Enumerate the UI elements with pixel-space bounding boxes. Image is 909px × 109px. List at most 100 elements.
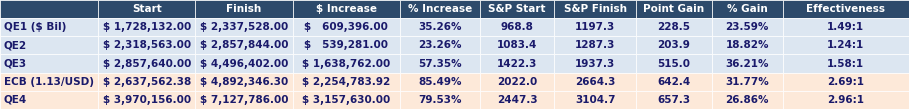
Text: 2664.3: 2664.3	[575, 77, 615, 87]
Bar	[636, 54, 712, 73]
Bar	[98, 54, 195, 73]
Text: S&P Finish: S&P Finish	[564, 4, 627, 14]
Text: ECB (1.13/USD): ECB (1.13/USD)	[4, 77, 94, 87]
Text: 228.5: 228.5	[657, 22, 691, 32]
Text: $   609,396.00: $ 609,396.00	[305, 22, 388, 32]
Text: % Increase: % Increase	[408, 4, 472, 14]
Text: 35.26%: 35.26%	[418, 22, 462, 32]
Bar	[783, 0, 909, 18]
Bar	[480, 18, 554, 36]
Text: $ 2,857,844.00: $ 2,857,844.00	[200, 40, 288, 50]
Text: $ 7,127,786.00: $ 7,127,786.00	[200, 95, 288, 105]
Bar	[195, 0, 293, 18]
Text: 18.82%: 18.82%	[725, 40, 769, 50]
Bar	[480, 0, 554, 18]
Bar	[293, 36, 400, 54]
Bar	[0, 0, 98, 18]
Bar	[98, 91, 195, 109]
Bar	[195, 18, 293, 36]
Bar	[195, 73, 293, 91]
Bar	[783, 18, 909, 36]
Bar	[480, 36, 554, 54]
Text: 1422.3: 1422.3	[497, 59, 537, 69]
Text: $ 3,157,630.00: $ 3,157,630.00	[302, 95, 391, 105]
Text: $ 1,728,132.00: $ 1,728,132.00	[103, 22, 191, 32]
Bar	[400, 18, 480, 36]
Text: % Gain: % Gain	[727, 4, 767, 14]
Text: Point Gain: Point Gain	[644, 4, 704, 14]
Bar	[98, 36, 195, 54]
Text: $ 2,337,528.00: $ 2,337,528.00	[200, 22, 288, 32]
Bar	[0, 73, 98, 91]
Bar	[554, 73, 636, 91]
Text: 23.59%: 23.59%	[725, 22, 769, 32]
Bar	[712, 18, 783, 36]
Text: 3104.7: 3104.7	[575, 95, 615, 105]
Bar	[636, 18, 712, 36]
Text: 31.77%: 31.77%	[725, 77, 769, 87]
Text: 85.49%: 85.49%	[418, 77, 462, 87]
Text: 1.49:1: 1.49:1	[827, 22, 864, 32]
Text: Finish: Finish	[226, 4, 262, 14]
Bar	[554, 0, 636, 18]
Text: $ 1,638,762.00: $ 1,638,762.00	[302, 59, 391, 69]
Text: 2022.0: 2022.0	[497, 77, 537, 87]
Text: 1.24:1: 1.24:1	[827, 40, 864, 50]
Text: $ 2,857,640.00: $ 2,857,640.00	[103, 59, 191, 69]
Text: $ 2,254,783.92: $ 2,254,783.92	[302, 77, 391, 87]
Bar	[195, 54, 293, 73]
Bar	[636, 73, 712, 91]
Bar	[98, 18, 195, 36]
Bar	[783, 54, 909, 73]
Bar	[712, 0, 783, 18]
Bar	[480, 91, 554, 109]
Bar	[712, 54, 783, 73]
Bar	[0, 18, 98, 36]
Text: S&P Start: S&P Start	[488, 4, 546, 14]
Bar	[712, 91, 783, 109]
Bar	[480, 54, 554, 73]
Text: 1.58:1: 1.58:1	[827, 59, 864, 69]
Text: $ 2,318,563.00: $ 2,318,563.00	[103, 40, 191, 50]
Bar	[195, 91, 293, 109]
Bar	[712, 73, 783, 91]
Bar	[400, 91, 480, 109]
Text: 79.53%: 79.53%	[418, 95, 462, 105]
Text: 1083.4: 1083.4	[497, 40, 537, 50]
Text: 968.8: 968.8	[501, 22, 534, 32]
Text: Start: Start	[132, 4, 162, 14]
Text: Effectiveness: Effectiveness	[806, 4, 885, 14]
Text: QE3: QE3	[4, 59, 26, 69]
Bar	[293, 54, 400, 73]
Text: 203.9: 203.9	[657, 40, 691, 50]
Text: 36.21%: 36.21%	[725, 59, 769, 69]
Bar	[293, 73, 400, 91]
Text: 1937.3: 1937.3	[575, 59, 615, 69]
Bar	[783, 91, 909, 109]
Bar	[293, 18, 400, 36]
Text: 2.69:1: 2.69:1	[827, 77, 864, 87]
Bar	[400, 54, 480, 73]
Text: 2447.3: 2447.3	[497, 95, 537, 105]
Bar	[712, 36, 783, 54]
Bar	[0, 54, 98, 73]
Bar	[480, 73, 554, 91]
Bar	[554, 91, 636, 109]
Text: $ 4,496,402.00: $ 4,496,402.00	[200, 59, 288, 69]
Text: $ 2,637,562.38: $ 2,637,562.38	[103, 77, 191, 87]
Text: 1197.3: 1197.3	[575, 22, 615, 32]
Bar	[554, 36, 636, 54]
Bar	[98, 0, 195, 18]
Text: 642.4: 642.4	[657, 77, 691, 87]
Text: $ 3,970,156.00: $ 3,970,156.00	[103, 95, 191, 105]
Bar	[98, 73, 195, 91]
Text: 23.26%: 23.26%	[418, 40, 462, 50]
Text: 26.86%: 26.86%	[725, 95, 769, 105]
Text: $ 4,892,346.30: $ 4,892,346.30	[200, 77, 288, 87]
Bar	[783, 73, 909, 91]
Bar	[293, 91, 400, 109]
Bar	[400, 36, 480, 54]
Text: $   539,281.00: $ 539,281.00	[305, 40, 388, 50]
Bar	[554, 18, 636, 36]
Bar	[636, 36, 712, 54]
